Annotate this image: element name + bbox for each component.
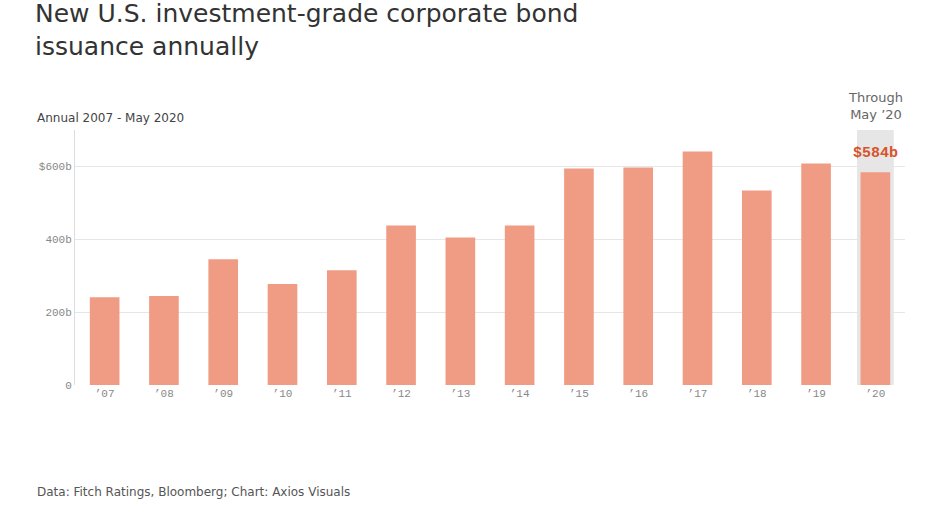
svg-text:400b: 400b (45, 234, 71, 246)
svg-text:’11: ’11 (332, 388, 352, 400)
svg-text:’07: ’07 (95, 388, 115, 400)
svg-text:’09: ’09 (213, 388, 233, 400)
svg-text:0: 0 (65, 380, 72, 392)
svg-text:ThroughMay ’20: ThroughMay ’20 (848, 90, 903, 122)
svg-text:’20: ’20 (865, 388, 885, 400)
svg-text:Annual 2007 - May 2020: Annual 2007 - May 2020 (37, 111, 184, 125)
svg-text:’12: ’12 (391, 388, 411, 400)
svg-text:’17: ’17 (688, 388, 708, 400)
svg-text:$584b: $584b (853, 145, 898, 162)
svg-text:’14: ’14 (510, 388, 530, 400)
svg-text:200b: 200b (45, 307, 71, 319)
svg-text:Data: Fitch Ratings, Bloomberg: Data: Fitch Ratings, Bloomberg; Chart: A… (37, 485, 350, 499)
svg-text:’16: ’16 (628, 388, 648, 400)
svg-text:’10: ’10 (273, 388, 293, 400)
svg-text:$600b: $600b (39, 161, 72, 173)
svg-text:’08: ’08 (154, 388, 174, 400)
svg-text:’13: ’13 (450, 388, 470, 400)
svg-text:’15: ’15 (569, 388, 589, 400)
svg-text:’19: ’19 (806, 388, 826, 400)
svg-text:New U.S. investment-grade corp: New U.S. investment-grade corporate bond… (35, 0, 578, 61)
svg-text:’18: ’18 (747, 388, 767, 400)
